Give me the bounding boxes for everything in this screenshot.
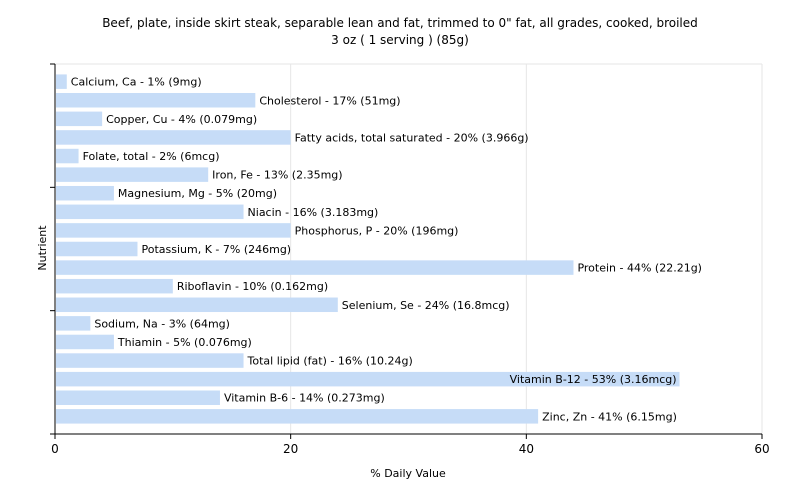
bar <box>56 390 220 405</box>
bar-label: Vitamin B-6 - 14% (0.273mg) <box>224 392 385 405</box>
bar <box>56 297 338 313</box>
x-tick-label: 20 <box>283 442 298 456</box>
bar <box>56 204 244 220</box>
bar <box>56 167 209 182</box>
bar-label: Magnesium, Mg - 5% (20mg) <box>118 187 277 200</box>
bar <box>56 74 67 89</box>
axes <box>54 64 762 435</box>
bar <box>56 371 680 387</box>
x-axis-ticks: 0 20 40 60 <box>50 63 770 456</box>
bar-label: Sodium, Na - 3% (64mg) <box>94 317 230 330</box>
x-tick-label: 40 <box>519 442 534 456</box>
bar-label: Potassium, K - 7% (246mg) <box>141 243 291 256</box>
bar-label: Selenium, Se - 24% (16.8mcg) <box>342 299 510 312</box>
bar-label: Protein - 44% (22.21g) <box>577 262 702 275</box>
bar <box>56 111 103 127</box>
bar <box>56 409 539 424</box>
bar <box>56 223 291 238</box>
x-axis-label: % Daily Value <box>370 467 446 480</box>
chart-subtitle: 3 oz ( 1 serving ) (85g) <box>331 33 469 47</box>
bar-label: Copper, Cu - 4% (0.079mg) <box>106 113 257 126</box>
bar <box>56 185 114 201</box>
bar-label: Iron, Fe - 13% (2.35mg) <box>212 169 342 182</box>
bars <box>56 74 680 424</box>
bar <box>56 241 138 257</box>
bar <box>56 278 173 294</box>
bar <box>56 334 114 350</box>
y-axis-label: Nutrient <box>36 225 49 271</box>
bar-label: Folate, total - 2% (6mcg) <box>83 150 220 163</box>
bar-label: Zinc, Zn - 41% (6.15mg) <box>542 410 677 423</box>
x-tick-label: 0 <box>51 442 59 456</box>
bar-label: Thiamin - 5% (0.076mg) <box>117 336 252 349</box>
bar-label: Niacin - 16% (3.183mg) <box>248 206 379 219</box>
bar <box>56 148 79 164</box>
bar <box>56 260 574 275</box>
bar <box>56 93 256 108</box>
x-tick-label: 60 <box>754 442 769 456</box>
bar-label: Vitamin B-12 - 53% (3.16mcg) <box>510 373 677 386</box>
chart-title: Beef, plate, inside skirt steak, separab… <box>102 16 698 30</box>
bar-label: Fatty acids, total saturated - 20% (3.96… <box>295 131 529 144</box>
bar-label: Calcium, Ca - 1% (9mg) <box>71 76 202 89</box>
bar-label: Phosphorus, P - 20% (196mg) <box>295 224 459 237</box>
bar-label: Riboflavin - 10% (0.162mg) <box>177 280 328 293</box>
bar <box>56 316 91 331</box>
bar <box>56 130 291 145</box>
bar-labels: Calcium, Ca - 1% (9mg) Cholesterol - 17% … <box>71 76 702 424</box>
bar-label: Total lipid (fat) - 16% (10.24g) <box>247 355 413 368</box>
bar <box>56 353 244 368</box>
bar-label: Cholesterol - 17% (51mg) <box>259 94 400 107</box>
